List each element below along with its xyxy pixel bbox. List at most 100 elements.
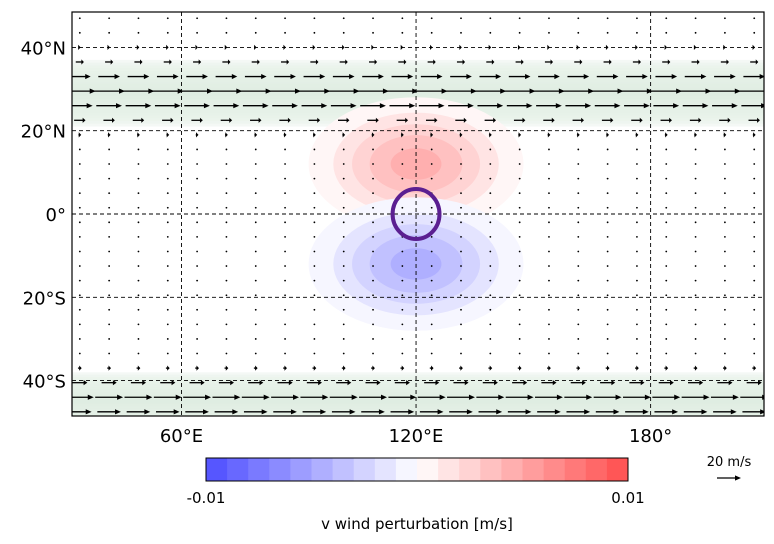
wind-vector [430, 338, 433, 340]
wind-vector [191, 117, 203, 123]
wind-vector [401, 177, 404, 180]
wind-vector [313, 236, 316, 238]
colorbar-cell [480, 458, 502, 481]
wind-vector [694, 323, 697, 326]
wind-vector [312, 365, 317, 371]
wind-vector [518, 31, 521, 34]
wind-vector [576, 365, 581, 371]
colorbar-cell [585, 458, 608, 481]
wind-vector [430, 44, 433, 51]
wind-vector [166, 352, 169, 355]
wind-vector [72, 380, 88, 386]
v-wind-contour-north-5 [390, 148, 442, 180]
wind-vector [401, 163, 404, 165]
wind-vector [239, 88, 272, 94]
wind-vector [460, 31, 462, 34]
wind-vector [694, 177, 697, 180]
wind-vector [130, 380, 147, 386]
wind-vector [250, 117, 262, 123]
wind-vector [688, 380, 704, 386]
wind-vector [741, 103, 764, 109]
wind-vector [518, 177, 521, 180]
colorbar-frame [205, 457, 629, 482]
wind-vector [518, 338, 521, 340]
v-wind-contour-south-5 [390, 248, 442, 280]
wind-vector [537, 409, 561, 415]
wind-vector [108, 250, 111, 253]
wind-vector [108, 352, 111, 355]
wind-vector [357, 88, 389, 94]
wind-vector [459, 44, 462, 51]
wind-vector [124, 394, 153, 400]
jet-band-0-1 [72, 90, 764, 96]
wind-vector [595, 409, 620, 415]
wind-vector [132, 117, 145, 123]
wind-vector [636, 177, 638, 180]
wind-vector [459, 365, 463, 371]
wind-vector [683, 409, 708, 415]
wind-vector [243, 409, 268, 415]
wind-vector [283, 44, 286, 51]
wind-vector [460, 323, 462, 326]
wind-vector [279, 117, 291, 123]
wind-vector [460, 294, 462, 297]
wind-vector [664, 44, 668, 51]
wind-vector [655, 73, 678, 80]
colorbar-cell [269, 458, 291, 481]
wind-vector [225, 132, 228, 138]
wind-vector [126, 409, 151, 415]
wind-vector [254, 352, 257, 355]
wind-vector [166, 148, 169, 151]
y-tick-labels: 40°N 20°N 0° 20°S 40°S [21, 38, 66, 392]
colorbar: -0.01 0.01 v wind perturbation [m/s] [187, 457, 645, 533]
wind-vector [342, 338, 345, 340]
wind-vector [136, 44, 140, 51]
wind-vector [518, 221, 521, 224]
wind-vector [548, 148, 550, 151]
wind-vector [606, 308, 609, 311]
wind-vector [636, 206, 638, 209]
wind-vector [753, 236, 756, 238]
wind-vector [654, 409, 679, 415]
wind-vector [108, 163, 111, 165]
wind-vector [682, 103, 709, 109]
wind-vector [181, 88, 214, 94]
wind-vector [724, 221, 726, 224]
wind-vector [548, 265, 550, 267]
wind-vector [225, 265, 228, 267]
wind-vector [724, 177, 726, 180]
wind-vector [742, 409, 764, 415]
wind-vector [606, 323, 609, 326]
wind-vector [78, 177, 81, 180]
wind-vector [225, 31, 228, 34]
wind-vector [753, 206, 756, 209]
wind-vector [636, 250, 638, 253]
wind-vector [723, 132, 727, 138]
wind-vector [342, 294, 345, 297]
wind-vector [108, 279, 111, 282]
y-tick-label: 40°S [23, 372, 66, 393]
wind-vector [694, 279, 697, 282]
wind-vector [606, 338, 609, 340]
wind-vector [548, 250, 550, 253]
wind-vector [78, 192, 81, 195]
wind-vector [484, 117, 497, 123]
wind-vector [196, 221, 199, 224]
wind-vector [78, 250, 81, 253]
wind-vector [394, 380, 410, 386]
wind-vector [313, 177, 316, 180]
wind-vector [694, 352, 697, 355]
wind-vector [415, 88, 448, 94]
wind-vector [273, 409, 297, 415]
wind-vector [533, 88, 565, 94]
wind-vector [271, 394, 300, 400]
wind-vector [254, 163, 257, 165]
wind-vector [752, 365, 757, 371]
wind-vector [137, 192, 140, 195]
wind-vector [108, 17, 111, 20]
colorbar-cells [206, 458, 629, 481]
wind-vector [753, 177, 756, 180]
wind-vector [430, 279, 433, 282]
wind-vector [284, 206, 286, 209]
wind-vector [709, 88, 741, 94]
